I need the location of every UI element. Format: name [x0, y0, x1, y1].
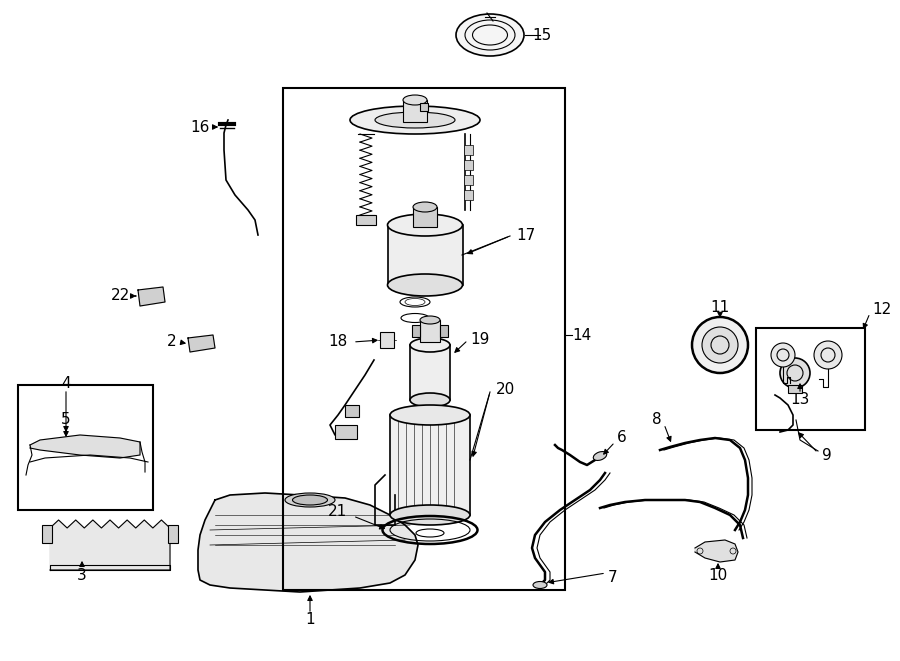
Text: 22: 22: [111, 288, 130, 303]
Text: 17: 17: [516, 227, 536, 243]
Bar: [412, 325, 420, 337]
Bar: [345, 405, 359, 417]
Ellipse shape: [388, 214, 463, 236]
Ellipse shape: [292, 495, 328, 505]
Ellipse shape: [593, 451, 607, 461]
Circle shape: [702, 327, 738, 363]
Text: 14: 14: [572, 327, 591, 342]
Bar: [464, 145, 473, 155]
Bar: [18, 385, 153, 510]
Bar: [403, 100, 427, 122]
Bar: [390, 415, 470, 515]
Bar: [356, 215, 376, 225]
Ellipse shape: [413, 202, 437, 212]
Circle shape: [814, 341, 842, 369]
Circle shape: [780, 358, 810, 388]
Text: 8: 8: [652, 412, 662, 428]
Bar: [335, 425, 357, 439]
Polygon shape: [695, 540, 738, 562]
Polygon shape: [50, 520, 170, 570]
Text: 1: 1: [305, 613, 315, 627]
Ellipse shape: [403, 95, 427, 105]
Text: 10: 10: [708, 568, 727, 582]
Ellipse shape: [375, 112, 455, 128]
Bar: [388, 225, 463, 285]
Bar: [168, 525, 178, 543]
Bar: [464, 160, 473, 170]
Text: 19: 19: [470, 332, 490, 348]
Ellipse shape: [350, 106, 480, 134]
Text: 5: 5: [61, 412, 71, 428]
Bar: [464, 175, 473, 185]
Ellipse shape: [285, 493, 335, 507]
Text: 4: 4: [61, 375, 71, 391]
Bar: [410, 345, 450, 400]
Polygon shape: [138, 287, 165, 306]
Text: 9: 9: [822, 447, 832, 463]
Ellipse shape: [388, 274, 463, 296]
Ellipse shape: [410, 338, 450, 352]
Text: 21: 21: [328, 504, 347, 520]
Bar: [756, 328, 865, 430]
Ellipse shape: [456, 14, 524, 56]
Text: 3: 3: [77, 568, 87, 582]
Polygon shape: [188, 335, 215, 352]
Circle shape: [692, 317, 748, 373]
Ellipse shape: [390, 405, 470, 425]
Text: 6: 6: [617, 430, 626, 446]
Text: 20: 20: [496, 383, 515, 397]
Circle shape: [771, 343, 795, 367]
Bar: [380, 332, 394, 348]
Text: 2: 2: [167, 334, 177, 350]
Bar: [464, 190, 473, 200]
Bar: [42, 525, 52, 543]
Bar: [420, 320, 440, 342]
Bar: [420, 103, 428, 111]
Ellipse shape: [410, 393, 450, 407]
Polygon shape: [198, 493, 418, 592]
Bar: [788, 385, 802, 393]
Text: 18: 18: [328, 334, 348, 350]
Text: 13: 13: [790, 393, 810, 407]
Text: 15: 15: [532, 28, 551, 42]
Bar: [413, 207, 437, 227]
Bar: [440, 325, 448, 337]
Ellipse shape: [390, 505, 470, 525]
Text: 11: 11: [710, 301, 730, 315]
Ellipse shape: [420, 316, 440, 324]
Polygon shape: [30, 435, 140, 458]
Text: 12: 12: [872, 303, 891, 317]
Bar: [283, 88, 565, 590]
Text: 16: 16: [191, 120, 210, 134]
Ellipse shape: [533, 582, 547, 588]
Text: 7: 7: [608, 570, 617, 586]
